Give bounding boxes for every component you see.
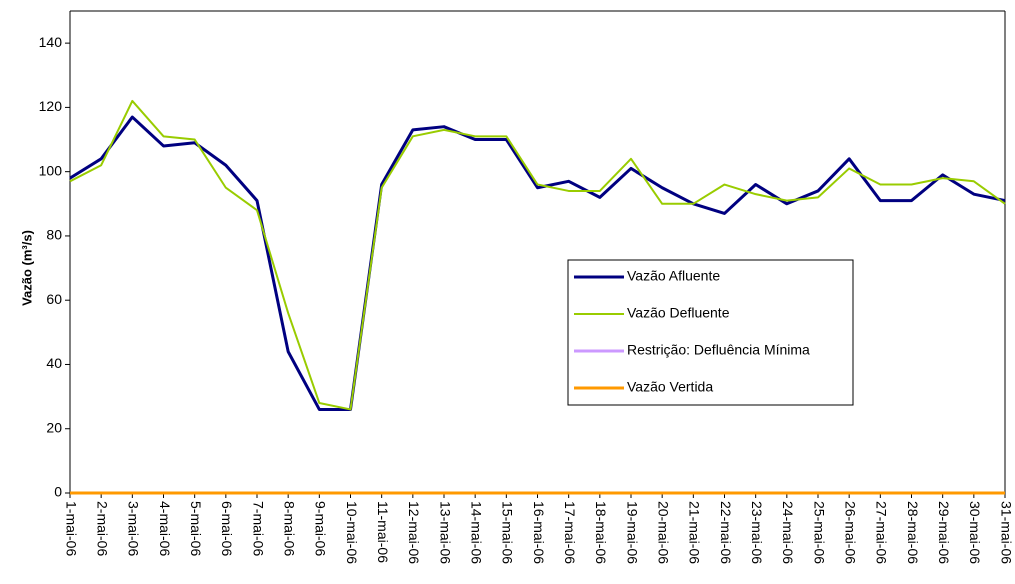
x-tick-label: 27-mai-06 [874, 501, 890, 564]
x-tick-label: 5-mai-06 [188, 501, 204, 556]
x-tick-label: 13-mai-06 [437, 501, 453, 564]
x-tick-label: 17-mai-06 [562, 501, 578, 564]
legend-label: Vazão Afluente [627, 268, 720, 284]
x-tick-label: 31-mai-06 [998, 501, 1014, 564]
x-tick-label: 4-mai-06 [157, 501, 173, 556]
series-line [69, 99, 1006, 411]
x-tick-label: 25-mai-06 [811, 501, 827, 564]
y-tick-label: 0 [54, 484, 62, 500]
y-tick-label: 140 [39, 34, 63, 50]
x-tick-label: 29-mai-06 [936, 501, 952, 564]
x-tick-label: 16-mai-06 [531, 501, 547, 564]
x-tick-label: 26-mai-06 [842, 501, 858, 564]
legend-label: Vazão Defluente [627, 305, 730, 321]
x-tick-label: 1-mai-06 [63, 501, 79, 556]
x-tick-label: 21-mai-06 [687, 501, 703, 564]
x-tick-label: 22-mai-06 [718, 501, 734, 564]
y-tick-label: 20 [46, 419, 62, 435]
y-tick-label: 60 [46, 291, 62, 307]
y-axis-label: Vazão (m³/s) [19, 230, 34, 306]
series-line [69, 115, 1006, 411]
x-tick-label: 24-mai-06 [780, 501, 796, 564]
x-tick-label: 23-mai-06 [749, 501, 765, 564]
legend-box [567, 259, 854, 406]
x-tick-label: 28-mai-06 [905, 501, 921, 564]
legend-label: Restrição: Defluência Mínima [627, 342, 810, 358]
x-tick-label: 19-mai-06 [624, 501, 640, 564]
y-tick-label: 120 [39, 98, 63, 114]
x-tick-label: 18-mai-06 [593, 501, 609, 564]
x-tick-label: 9-mai-06 [313, 501, 329, 556]
y-tick-label: 40 [46, 355, 62, 371]
x-tick-label: 10-mai-06 [344, 501, 360, 564]
x-tick-label: 6-mai-06 [219, 501, 235, 556]
x-tick-label: 20-mai-06 [655, 501, 671, 564]
legend-label: Vazão Vertida [627, 379, 713, 395]
x-tick-label: 2-mai-06 [94, 501, 110, 556]
x-tick-label: 7-mai-06 [250, 501, 266, 556]
x-tick-label: 30-mai-06 [967, 501, 983, 564]
x-tick-label: 3-mai-06 [126, 501, 142, 556]
y-tick-label: 80 [46, 227, 62, 243]
x-tick-label: 8-mai-06 [281, 501, 297, 556]
x-tick-label: 15-mai-06 [500, 501, 516, 564]
x-tick-label: 14-mai-06 [468, 501, 484, 564]
x-tick-label: 11-mai-06 [375, 501, 391, 563]
y-tick-label: 100 [39, 162, 63, 178]
x-tick-label: 12-mai-06 [406, 501, 422, 564]
